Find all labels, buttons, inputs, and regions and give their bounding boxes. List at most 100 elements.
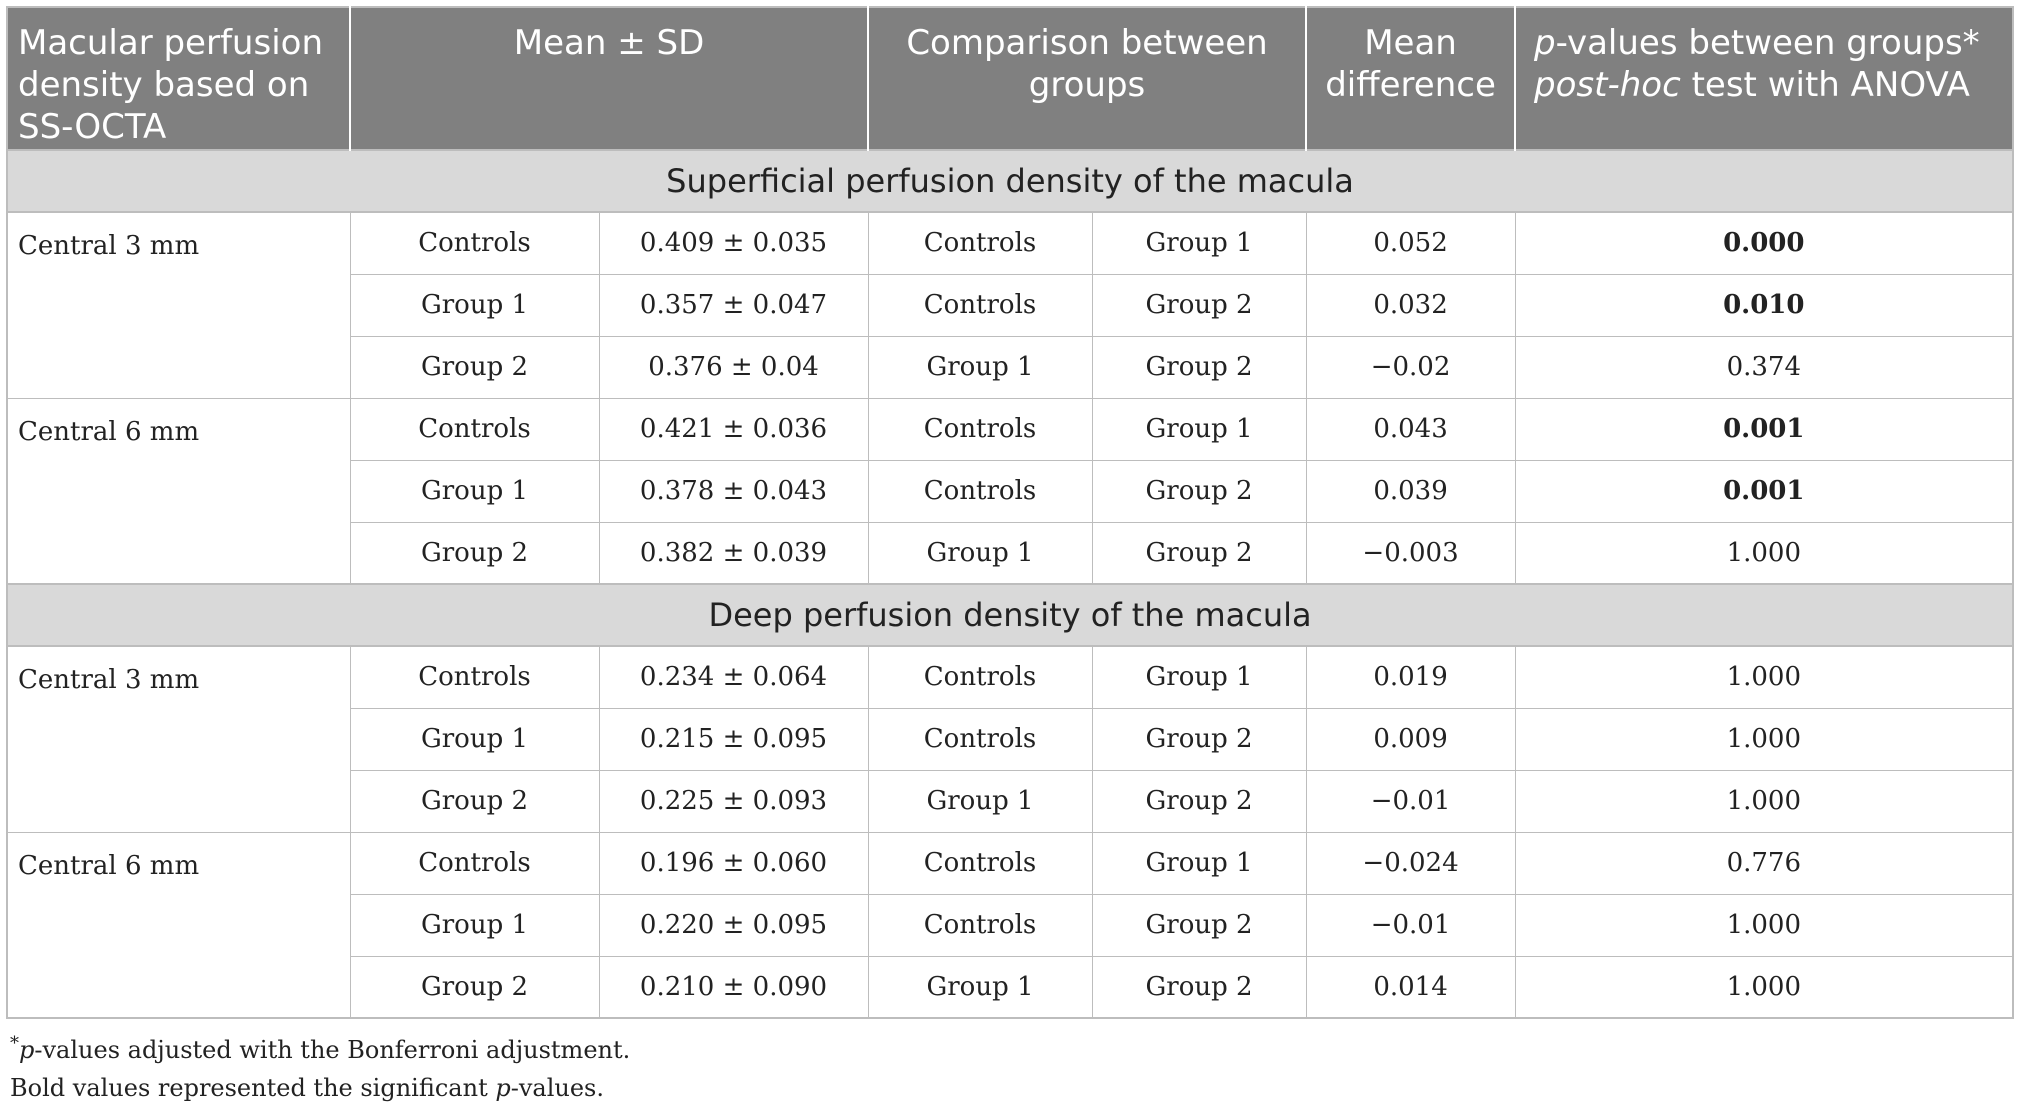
mean-difference-cell: −0.003 (1305, 521, 1516, 585)
mean-difference-cell: −0.01 (1305, 769, 1516, 833)
mean-sd-cell: 0.378 ± 0.043 (598, 459, 869, 523)
mean-sd-cell: 0.196 ± 0.060 (598, 831, 869, 895)
table-row: Group 2 0.210 ± 0.090 Group 1 Group 2 0.014 1… (7, 955, 2014, 1019)
mean-difference-cell: −0.01 (1305, 893, 1516, 957)
mean-sd-cell: 0.234 ± 0.064 (598, 645, 869, 709)
header-p-italic: p (1534, 23, 1556, 63)
section-title: Deep perfusion density of the macula (6, 583, 2014, 647)
mean-difference-cell: 0.009 (1305, 707, 1516, 771)
mean-sd-cell: 0.357 ± 0.047 (598, 273, 869, 337)
footnote-line2-end: -values. (510, 1074, 604, 1102)
header-mean-sd: Mean ± SD (350, 7, 870, 150)
p-value-cell: 0.010 (1514, 273, 2014, 337)
section-title: Superficial perfusion density of the mac… (6, 149, 2014, 213)
group-cell: Group 1 (349, 707, 600, 771)
section-row: Deep perfusion density of the macula (6, 583, 2014, 647)
group-cell: Group 2 (349, 955, 600, 1019)
table-row: Central 6 mm Controls 0.196 ± 0.060 Control… (6, 831, 2014, 1019)
mean-sd-cell: 0.409 ± 0.035 (598, 211, 869, 275)
comparison-a-cell: Controls (867, 397, 1093, 461)
mean-sd-cell: 0.215 ± 0.095 (598, 707, 869, 771)
mean-difference-cell: 0.039 (1305, 459, 1516, 523)
comparison-a-cell: Group 1 (867, 335, 1093, 399)
region-label: Central 3 mm (6, 645, 351, 833)
footnote-bonferroni: *p-values adjusted with the Bonferroni a… (10, 1025, 630, 1069)
group-cell: Controls (349, 211, 600, 275)
comparison-b-cell: Group 2 (1091, 707, 1307, 771)
group-cell: Controls (349, 397, 600, 461)
comparison-a-cell: Controls (867, 645, 1093, 709)
group-cell: Group 2 (349, 335, 600, 399)
comparison-b-cell: Group 2 (1091, 769, 1307, 833)
comparison-a-cell: Controls (867, 831, 1093, 895)
comparison-a-cell: Group 1 (867, 955, 1093, 1019)
header-p-rest: -values between groups* (1555, 23, 1980, 63)
comparison-a-cell: Controls (867, 211, 1093, 275)
group-cell: Controls (349, 831, 600, 895)
comparison-b-cell: Group 2 (1091, 893, 1307, 957)
comparison-b-cell: Group 2 (1091, 459, 1307, 523)
footnote-line2-start: Bold values represented the significant (10, 1074, 496, 1102)
mean-sd-cell: 0.421 ± 0.036 (598, 397, 869, 461)
header-p-values: p-values between groups* post-hoc test w… (1515, 7, 2014, 150)
comparison-b-cell: Group 1 (1091, 831, 1307, 895)
header-mean-difference: Mean difference (1306, 7, 1517, 150)
group-cell: Group 1 (349, 459, 600, 523)
group-cell: Group 2 (349, 769, 600, 833)
mean-sd-cell: 0.220 ± 0.095 (598, 893, 869, 957)
footnote-line1-text: -values adjusted with the Bonferroni adj… (34, 1036, 631, 1064)
table-container: Macular perfusion density based on SS-OC… (6, 6, 2015, 1019)
p-value-cell: 1.000 (1514, 521, 2014, 585)
p-value-cell: 0.001 (1514, 459, 2014, 523)
header-posthoc-italic: post-hoc (1534, 65, 1681, 105)
table-row: Group 2 0.376 ± 0.04 Group 1 Group 2 −0.02 0.… (7, 335, 2014, 399)
table-row: Group 1 0.220 ± 0.095 Controls Group 2 −0.01… (7, 893, 2014, 957)
mean-sd-cell: 0.225 ± 0.093 (598, 769, 869, 833)
footnote-star: * (10, 1033, 19, 1054)
comparison-b-cell: Group 2 (1091, 335, 1307, 399)
mean-difference-cell: 0.052 (1305, 211, 1516, 275)
mean-difference-cell: 0.019 (1305, 645, 1516, 709)
comparison-a-cell: Controls (867, 893, 1093, 957)
comparison-b-cell: Group 2 (1091, 955, 1307, 1019)
table-row: Central 6 mm Controls 0.421 ± 0.036 Control… (6, 397, 2014, 585)
footnote-p-italic: p (19, 1036, 35, 1064)
header-row: Macular perfusion density based on SS-OC… (7, 7, 2014, 150)
mean-difference-cell: 0.014 (1305, 955, 1516, 1019)
comparison-a-cell: Group 1 (867, 521, 1093, 585)
comparison-a-cell: Controls (867, 459, 1093, 523)
mean-sd-cell: 0.210 ± 0.090 (598, 955, 869, 1019)
group-cell: Group 1 (349, 273, 600, 337)
comparison-a-cell: Controls (867, 273, 1093, 337)
group-cell: Controls (349, 645, 600, 709)
p-value-cell: 1.000 (1514, 707, 2014, 771)
comparison-a-cell: Group 1 (867, 769, 1093, 833)
group-cell: Group 1 (349, 893, 600, 957)
table-body: Superficial perfusion density of the mac… (6, 149, 2014, 1019)
mean-difference-cell: 0.032 (1305, 273, 1516, 337)
comparison-b-cell: Group 1 (1091, 397, 1307, 461)
p-value-cell: 0.374 (1514, 335, 2014, 399)
p-value-cell: 0.001 (1514, 397, 2014, 461)
header-macular-perfusion: Macular perfusion density based on SS-OC… (7, 7, 351, 150)
table-row: Group 1 0.378 ± 0.043 Controls Group 2 0.039… (7, 459, 2014, 523)
region-label: Central 3 mm (6, 211, 351, 399)
footnote-line2-italic: p (495, 1074, 511, 1102)
p-value-cell: 0.776 (1514, 831, 2014, 895)
comparison-a-cell: Controls (867, 707, 1093, 771)
mean-sd-cell: 0.382 ± 0.039 (598, 521, 869, 585)
footnotes: *p-values adjusted with the Bonferroni a… (10, 1025, 630, 1107)
mean-difference-cell: −0.024 (1305, 831, 1516, 895)
footnote-bold-values: Bold values represented the significant … (10, 1069, 630, 1107)
table-row: Group 2 0.382 ± 0.039 Group 1 Group 2 −0.003… (7, 521, 2014, 585)
region-label: Central 6 mm (6, 831, 351, 1019)
p-value-cell: 1.000 (1514, 955, 2014, 1019)
table-row: Central 3 mm Controls 0.409 ± 0.035 Control… (6, 211, 2014, 399)
group-cell: Group 2 (349, 521, 600, 585)
p-value-cell: 1.000 (1514, 893, 2014, 957)
mean-sd-cell: 0.376 ± 0.04 (598, 335, 869, 399)
comparison-b-cell: Group 1 (1091, 211, 1307, 275)
p-value-cell: 1.000 (1514, 645, 2014, 709)
table-row: Group 2 0.225 ± 0.093 Group 1 Group 2 −0.01 1… (7, 769, 2014, 833)
p-value-cell: 0.000 (1514, 211, 2014, 275)
